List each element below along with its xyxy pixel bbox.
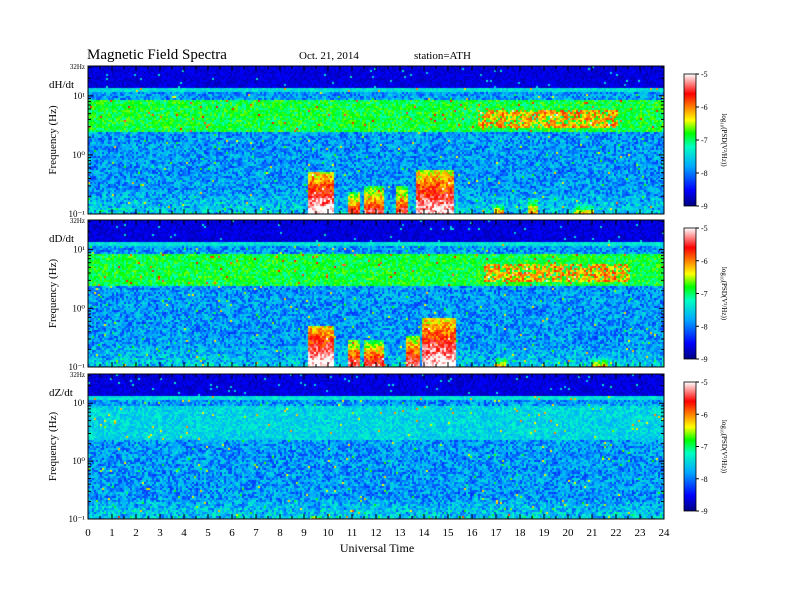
x-tick-label: 15	[443, 527, 455, 539]
colorbar-tick-label: -7	[701, 290, 708, 299]
colorbar-tick-label: -5	[701, 224, 708, 233]
x-tick-label: 22	[611, 527, 622, 539]
y-tick-label: 10⁰	[72, 456, 85, 466]
y-axis-label: Frequency (Hz)	[47, 259, 59, 329]
y-tick-label: 10¹	[73, 398, 85, 408]
x-tick-label: 11	[347, 527, 358, 539]
colorbar-label: log₁₀(PSD(V²/Hz))	[720, 113, 728, 167]
colorbar-tick-label: -9	[701, 355, 708, 364]
y-tick-label: 10⁻¹	[69, 362, 86, 372]
x-axis-label: Universal Time	[340, 541, 414, 555]
colorbar-label: log₁₀(PSD(V²/Hz))	[720, 420, 728, 474]
x-tick-label: 14	[419, 527, 431, 539]
colorbar-tick-label: -9	[701, 202, 708, 211]
x-tick-label: 9	[301, 527, 307, 539]
colorbar-tick-label: -7	[701, 443, 708, 452]
x-tick-label: 7	[253, 527, 259, 539]
y-axis-label: Frequency (Hz)	[47, 105, 59, 175]
colorbar-tick-label: -6	[701, 103, 708, 112]
colorbar-tick-label: -8	[701, 322, 708, 331]
y-tick-label: 10¹	[73, 91, 85, 101]
colorbar-label: log₁₀(PSD(V²/Hz))	[720, 267, 728, 321]
panel-label: dH/dt	[49, 79, 74, 91]
colorbar-tick-label: -8	[701, 475, 708, 484]
x-tick-label: 18	[515, 527, 527, 539]
y-tick-label: 10⁻¹	[69, 209, 86, 219]
date-label: Oct. 21, 2014	[299, 50, 359, 62]
y-tick-label: 10⁰	[72, 150, 85, 160]
colorbar-tick-label: -6	[701, 410, 708, 419]
x-tick-label: 12	[371, 527, 382, 539]
colorbar	[683, 73, 697, 207]
x-tick-label: 17	[491, 527, 503, 539]
colorbar-tick-label: -6	[701, 257, 708, 266]
colorbar-tick-label: -7	[701, 136, 708, 145]
y-tick-label: 10¹	[73, 245, 85, 255]
x-tick-label: 23	[635, 527, 647, 539]
x-tick-label: 4	[181, 527, 187, 539]
spectrogram-panel-3: dZ/dt 32Hz 10¹ 10⁰ 10⁻¹ Frequency (Hz) -5 -6 -7 -…	[47, 371, 728, 524]
x-tick-label: 6	[229, 527, 235, 539]
colorbar-tick-label: -5	[701, 378, 708, 387]
spectrogram-panel-2: dD/dt 32Hz 10¹ 10⁰ 10⁻¹ Frequency (Hz) -5 -6 -7 -…	[47, 217, 728, 372]
y-top-label: 32Hz	[70, 217, 85, 225]
x-tick-label: 13	[395, 527, 407, 539]
y-tick-label: 10⁰	[72, 303, 85, 313]
spectrogram-image	[88, 220, 664, 367]
y-top-label: 32Hz	[70, 371, 85, 379]
y-axis-label: Frequency (Hz)	[47, 412, 59, 482]
colorbar-tick-label: -9	[701, 507, 708, 516]
figure-title: Magnetic Field Spectra	[87, 47, 227, 63]
colorbar	[683, 227, 697, 360]
panel-label: dZ/dt	[49, 387, 73, 399]
x-tick-label: 24	[659, 527, 671, 539]
x-tick-label: 16	[467, 527, 479, 539]
x-tick-label: 19	[539, 527, 551, 539]
x-tick-label: 1	[109, 527, 115, 539]
x-tick-label: 0	[85, 527, 91, 539]
y-top-label: 32Hz	[70, 63, 85, 71]
x-tick-label: 10	[323, 527, 335, 539]
station-label: station=ATH	[414, 50, 471, 62]
spectrogram-image	[88, 374, 664, 519]
panel-label: dD/dt	[49, 233, 74, 245]
x-tick-label: 5	[205, 527, 211, 539]
colorbar-tick-label: -8	[701, 169, 708, 178]
spectrogram-panel-1: dH/dt 32Hz 10¹ 10⁰ 10⁻¹ Frequency (Hz) -5 -6 -7 -…	[47, 63, 728, 219]
x-tick-label: 3	[157, 527, 163, 539]
x-tick-label: 20	[563, 527, 575, 539]
spectrogram-image	[88, 66, 664, 214]
colorbar-tick-label: -5	[701, 70, 708, 79]
colorbar	[683, 381, 697, 512]
y-tick-label: 10⁻¹	[69, 514, 86, 524]
x-tick-label: 21	[587, 527, 598, 539]
x-tick-label: 8	[277, 527, 283, 539]
x-tick-label: 2	[133, 527, 139, 539]
